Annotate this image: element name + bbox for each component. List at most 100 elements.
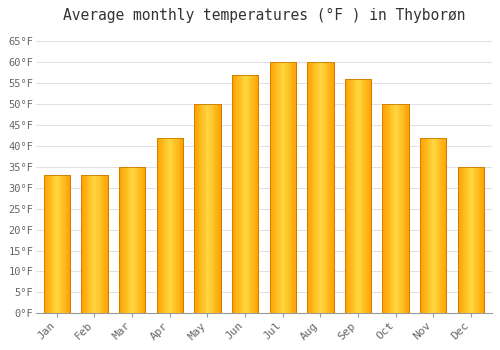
- Bar: [323, 62, 324, 313]
- Bar: [244, 75, 245, 313]
- Bar: [159, 138, 160, 313]
- Bar: [407, 104, 408, 313]
- Bar: [156, 138, 183, 313]
- Bar: [345, 79, 371, 313]
- Bar: [85, 175, 86, 313]
- Bar: [164, 138, 166, 313]
- Bar: [88, 175, 89, 313]
- Bar: [106, 175, 107, 313]
- Bar: [99, 175, 100, 313]
- Bar: [237, 75, 238, 313]
- Bar: [466, 167, 468, 313]
- Bar: [295, 62, 296, 313]
- Bar: [428, 138, 429, 313]
- Bar: [284, 62, 286, 313]
- Bar: [348, 79, 349, 313]
- Bar: [239, 75, 240, 313]
- Bar: [82, 175, 108, 313]
- Bar: [434, 138, 435, 313]
- Bar: [400, 104, 401, 313]
- Bar: [354, 79, 356, 313]
- Bar: [288, 62, 289, 313]
- Bar: [385, 104, 386, 313]
- Bar: [140, 167, 141, 313]
- Bar: [210, 104, 211, 313]
- Bar: [398, 104, 399, 313]
- Bar: [393, 104, 394, 313]
- Bar: [196, 104, 197, 313]
- Bar: [50, 175, 51, 313]
- Bar: [144, 167, 146, 313]
- Bar: [324, 62, 325, 313]
- Bar: [172, 138, 174, 313]
- Bar: [60, 175, 61, 313]
- Bar: [321, 62, 322, 313]
- Bar: [440, 138, 441, 313]
- Bar: [194, 104, 220, 313]
- Bar: [84, 175, 85, 313]
- Bar: [463, 167, 464, 313]
- Bar: [421, 138, 422, 313]
- Bar: [128, 167, 130, 313]
- Bar: [273, 62, 274, 313]
- Bar: [200, 104, 202, 313]
- Bar: [194, 104, 195, 313]
- Bar: [217, 104, 218, 313]
- Bar: [54, 175, 55, 313]
- Bar: [46, 175, 47, 313]
- Bar: [161, 138, 162, 313]
- Bar: [471, 167, 472, 313]
- Bar: [365, 79, 366, 313]
- Bar: [177, 138, 178, 313]
- Bar: [274, 62, 275, 313]
- Bar: [280, 62, 281, 313]
- Bar: [345, 79, 371, 313]
- Bar: [279, 62, 280, 313]
- Bar: [133, 167, 134, 313]
- Bar: [127, 167, 128, 313]
- Bar: [250, 75, 251, 313]
- Bar: [307, 62, 334, 313]
- Bar: [47, 175, 48, 313]
- Bar: [315, 62, 316, 313]
- Bar: [176, 138, 177, 313]
- Bar: [318, 62, 320, 313]
- Bar: [247, 75, 248, 313]
- Bar: [309, 62, 310, 313]
- Bar: [330, 62, 331, 313]
- Bar: [83, 175, 84, 313]
- Bar: [480, 167, 482, 313]
- Bar: [462, 167, 463, 313]
- Bar: [119, 167, 120, 313]
- Bar: [135, 167, 136, 313]
- Bar: [100, 175, 102, 313]
- Bar: [97, 175, 98, 313]
- Bar: [180, 138, 181, 313]
- Bar: [435, 138, 436, 313]
- Bar: [202, 104, 203, 313]
- Bar: [370, 79, 371, 313]
- Bar: [86, 175, 88, 313]
- Bar: [232, 75, 233, 313]
- Bar: [90, 175, 91, 313]
- Bar: [218, 104, 219, 313]
- Bar: [468, 167, 469, 313]
- Bar: [436, 138, 437, 313]
- Bar: [312, 62, 314, 313]
- Bar: [174, 138, 175, 313]
- Bar: [307, 62, 308, 313]
- Bar: [438, 138, 440, 313]
- Bar: [317, 62, 318, 313]
- Bar: [349, 79, 350, 313]
- Bar: [328, 62, 329, 313]
- Bar: [139, 167, 140, 313]
- Bar: [289, 62, 290, 313]
- Bar: [248, 75, 250, 313]
- Bar: [329, 62, 330, 313]
- Bar: [198, 104, 200, 313]
- Bar: [316, 62, 317, 313]
- Bar: [424, 138, 426, 313]
- Bar: [160, 138, 161, 313]
- Bar: [331, 62, 332, 313]
- Bar: [251, 75, 252, 313]
